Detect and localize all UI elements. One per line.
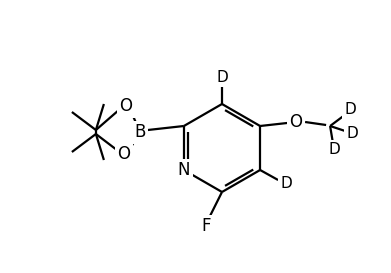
Text: O: O <box>290 113 303 131</box>
Text: O: O <box>117 145 130 163</box>
Text: D: D <box>216 70 228 85</box>
Text: O: O <box>119 97 133 115</box>
Text: D: D <box>344 102 356 117</box>
Text: B: B <box>134 123 145 141</box>
Text: D: D <box>280 177 292 191</box>
Text: F: F <box>201 217 211 235</box>
Text: D: D <box>346 126 358 141</box>
Text: N: N <box>178 161 190 179</box>
Text: D: D <box>328 143 340 158</box>
